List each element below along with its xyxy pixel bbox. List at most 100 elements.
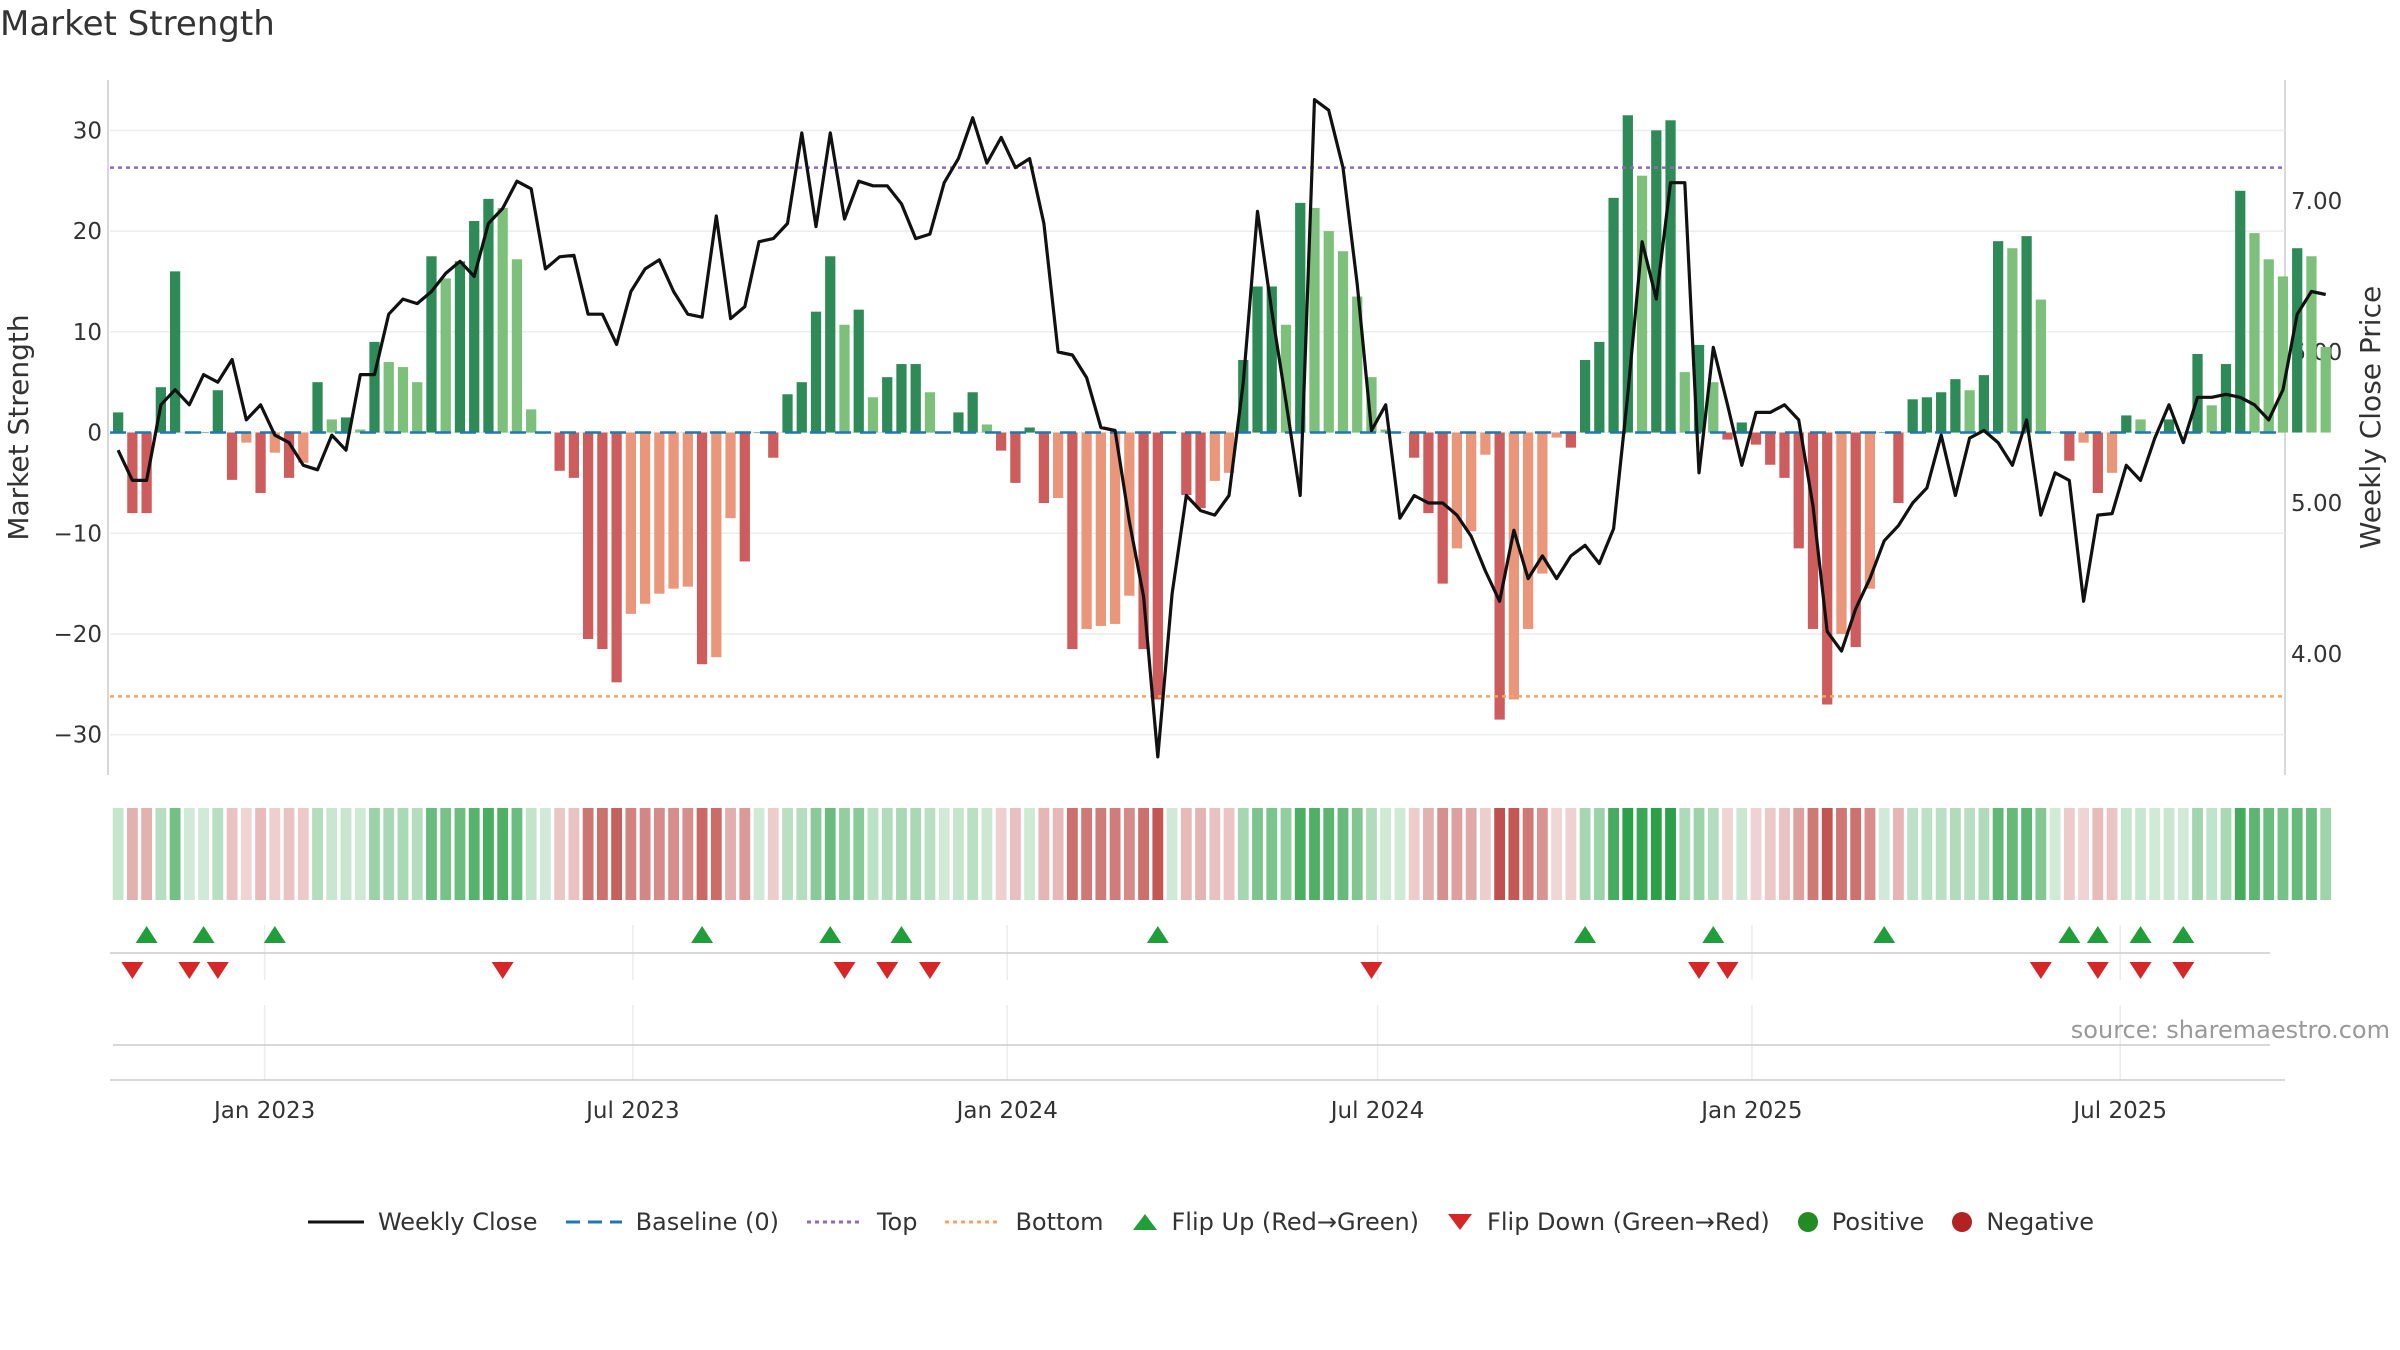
flip-down-marker	[121, 962, 144, 979]
flip-up-marker	[135, 926, 158, 943]
strength-bar	[611, 432, 622, 683]
strength-strip-cell	[1252, 808, 1263, 900]
strength-strip-cell	[1650, 808, 1662, 900]
strength-bar	[440, 278, 451, 433]
strength-strip-cell	[169, 808, 181, 900]
strength-bar	[241, 432, 252, 443]
strength-bar	[340, 417, 352, 433]
strength-strip-cell	[896, 808, 907, 900]
strength-strip-cell	[696, 808, 708, 900]
legend-bottom-label: Bottom	[1015, 1208, 1104, 1236]
legend-bottom[interactable]: Bottom	[943, 1208, 1104, 1236]
strength-bar	[981, 424, 993, 433]
strength-bar	[1409, 432, 1420, 458]
legend: Weekly Close Baseline (0) Top Bottom Fli…	[0, 1208, 2400, 1236]
strength-bar	[782, 394, 793, 433]
strength-strip-cell	[1366, 808, 1377, 900]
strength-bar	[2007, 248, 2018, 433]
flip-up-marker	[2086, 926, 2109, 943]
strength-strip-cell	[1266, 808, 1278, 900]
strength-strip-cell	[2220, 808, 2232, 900]
strength-strip-cell	[1992, 808, 2004, 900]
strength-strip-cell	[2249, 808, 2260, 900]
strength-strip-cell	[1821, 808, 1833, 900]
strength-bar	[2178, 432, 2189, 434]
y-tick-label: −10	[53, 521, 102, 547]
strength-bar	[1437, 432, 1448, 584]
legend-flip-down-label: Flip Down (Green→Red)	[1487, 1208, 1770, 1236]
legend-flip-up[interactable]: Flip Up (Red→Green)	[1130, 1208, 1419, 1236]
strength-strip-cell	[582, 808, 594, 900]
strength-strip-cell	[1807, 808, 1819, 900]
strength-strip-cell	[312, 808, 323, 900]
legend-baseline[interactable]: Baseline (0)	[564, 1208, 779, 1236]
strength-strip-cell	[126, 808, 138, 900]
strength-strip-cell	[1081, 808, 1093, 900]
strength-strip-cell	[639, 808, 651, 900]
strength-strip-cell	[2177, 808, 2189, 900]
strength-bar	[2220, 364, 2232, 433]
strength-bar	[1494, 432, 1505, 720]
legend-positive[interactable]: Positive	[1796, 1208, 1924, 1236]
strength-strip-cell	[1907, 808, 1919, 900]
strength-strip-cell	[668, 808, 679, 900]
strength-strip-cell	[1793, 808, 1805, 900]
strength-bar	[1665, 120, 1676, 433]
strength-bar	[497, 207, 508, 433]
strength-strip-cell	[1038, 808, 1050, 900]
strength-bar	[312, 382, 323, 433]
strength-strip-cell	[2021, 808, 2033, 900]
dotted-line-swatch-icon	[806, 1220, 863, 1224]
flip-up-marker	[1146, 926, 1169, 943]
strength-bar	[212, 390, 223, 433]
strength-bar	[1608, 197, 1619, 433]
strength-strip-cell	[2320, 808, 2332, 900]
legend-flip-down[interactable]: Flip Down (Green→Red)	[1445, 1208, 1770, 1236]
strength-strip-cell	[269, 808, 281, 900]
strength-bar	[639, 432, 651, 604]
strength-bar	[910, 364, 921, 433]
strength-strip-cell	[782, 808, 793, 900]
strength-bar	[1765, 432, 1776, 465]
strength-strip-cell	[1565, 808, 1577, 900]
strength-strip-cell	[2206, 808, 2218, 900]
strength-strip-cell	[1707, 808, 1719, 900]
flip-up-marker	[2058, 926, 2081, 943]
strength-bar	[1522, 432, 1534, 629]
flip-up-marker	[890, 926, 913, 943]
strength-strip-cell	[1109, 808, 1121, 900]
strength-strip-cell	[226, 808, 238, 900]
strength-strip-cell	[255, 808, 266, 900]
flip-down-marker	[2086, 962, 2109, 979]
strength-strip-cell	[1479, 808, 1491, 900]
strength-strip-cell	[369, 808, 380, 900]
strength-bar	[1067, 432, 1078, 650]
strength-strip-cell	[539, 808, 551, 900]
legend-top[interactable]: Top	[805, 1208, 917, 1236]
strength-bar	[1053, 432, 1064, 499]
legend-weekly-close[interactable]: Weekly Close	[306, 1208, 538, 1236]
circle-green-icon	[1797, 1212, 1818, 1232]
strength-bar	[1551, 432, 1562, 438]
strength-strip-cell	[397, 808, 409, 900]
legend-negative-label: Negative	[1986, 1208, 2095, 1236]
strength-strip-cell	[1593, 808, 1605, 900]
strength-strip-cell	[881, 808, 893, 900]
strength-strip-cell	[1864, 808, 1876, 900]
strength-strip-cell	[1508, 808, 1520, 900]
strength-strip-cell	[2078, 808, 2089, 900]
strength-bar	[2263, 259, 2274, 433]
legend-weekly-close-label: Weekly Close	[377, 1208, 538, 1236]
strength-strip-cell	[240, 808, 252, 900]
strength-strip-cell	[2192, 808, 2203, 900]
strength-strip-cell	[326, 808, 338, 900]
strength-bar	[924, 392, 936, 433]
strength-bar	[853, 309, 864, 433]
strength-bar	[967, 392, 978, 433]
legend-negative[interactable]: Negative	[1950, 1208, 2094, 1236]
flip-up-marker	[2129, 926, 2152, 943]
flip-down-marker	[1688, 962, 1711, 979]
strength-bar	[2092, 432, 2103, 493]
flip-down-marker	[1716, 962, 1739, 979]
